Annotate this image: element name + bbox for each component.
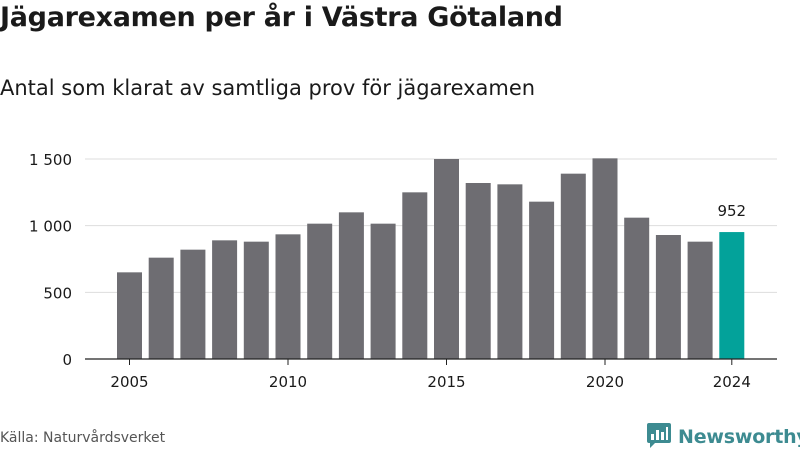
bar [180, 249, 206, 359]
bar [529, 201, 555, 359]
bar [212, 240, 238, 359]
source-note: Källa: Naturvårdsverket [0, 430, 166, 446]
bar [655, 235, 681, 359]
bar [592, 158, 618, 359]
x-tick-label: 2005 [110, 373, 148, 391]
y-tick-label: 500 [43, 284, 72, 302]
chart-subtitle: Antal som klarat av samtliga prov för jä… [0, 76, 536, 100]
x-tick-label: 2010 [269, 373, 307, 391]
x-tick-label: 2024 [713, 373, 751, 391]
bar [497, 184, 523, 359]
x-tick-label: 2015 [427, 373, 465, 391]
bar [338, 212, 364, 359]
bar [465, 183, 491, 359]
y-tick-label: 0 [62, 351, 72, 369]
bar [370, 223, 396, 359]
bar [687, 241, 713, 359]
y-tick-label: 1 000 [29, 218, 72, 236]
data-label-highlight: 952 [717, 202, 746, 220]
y-tick-label: 1 500 [29, 151, 72, 169]
bar [402, 192, 428, 359]
chart-title: Jägarexamen per år i Västra Götaland [0, 2, 563, 33]
bar [117, 272, 142, 359]
bar-chart: 0 500 1 000 1 500 2005 2010 2015 2020 2024 952 [29, 151, 777, 391]
bar [243, 241, 269, 359]
bar [148, 257, 174, 359]
bar-highlight [719, 232, 745, 359]
bar [624, 217, 650, 359]
bar [434, 159, 459, 359]
bar [275, 234, 301, 359]
x-tick-label: 2020 [586, 373, 624, 391]
bar [560, 173, 586, 359]
newsworthy-logo-icon [646, 421, 672, 453]
brand-logo[interactable]: Newsworthy [646, 421, 800, 453]
bar [307, 223, 333, 359]
brand-name: Newsworthy [678, 426, 800, 448]
